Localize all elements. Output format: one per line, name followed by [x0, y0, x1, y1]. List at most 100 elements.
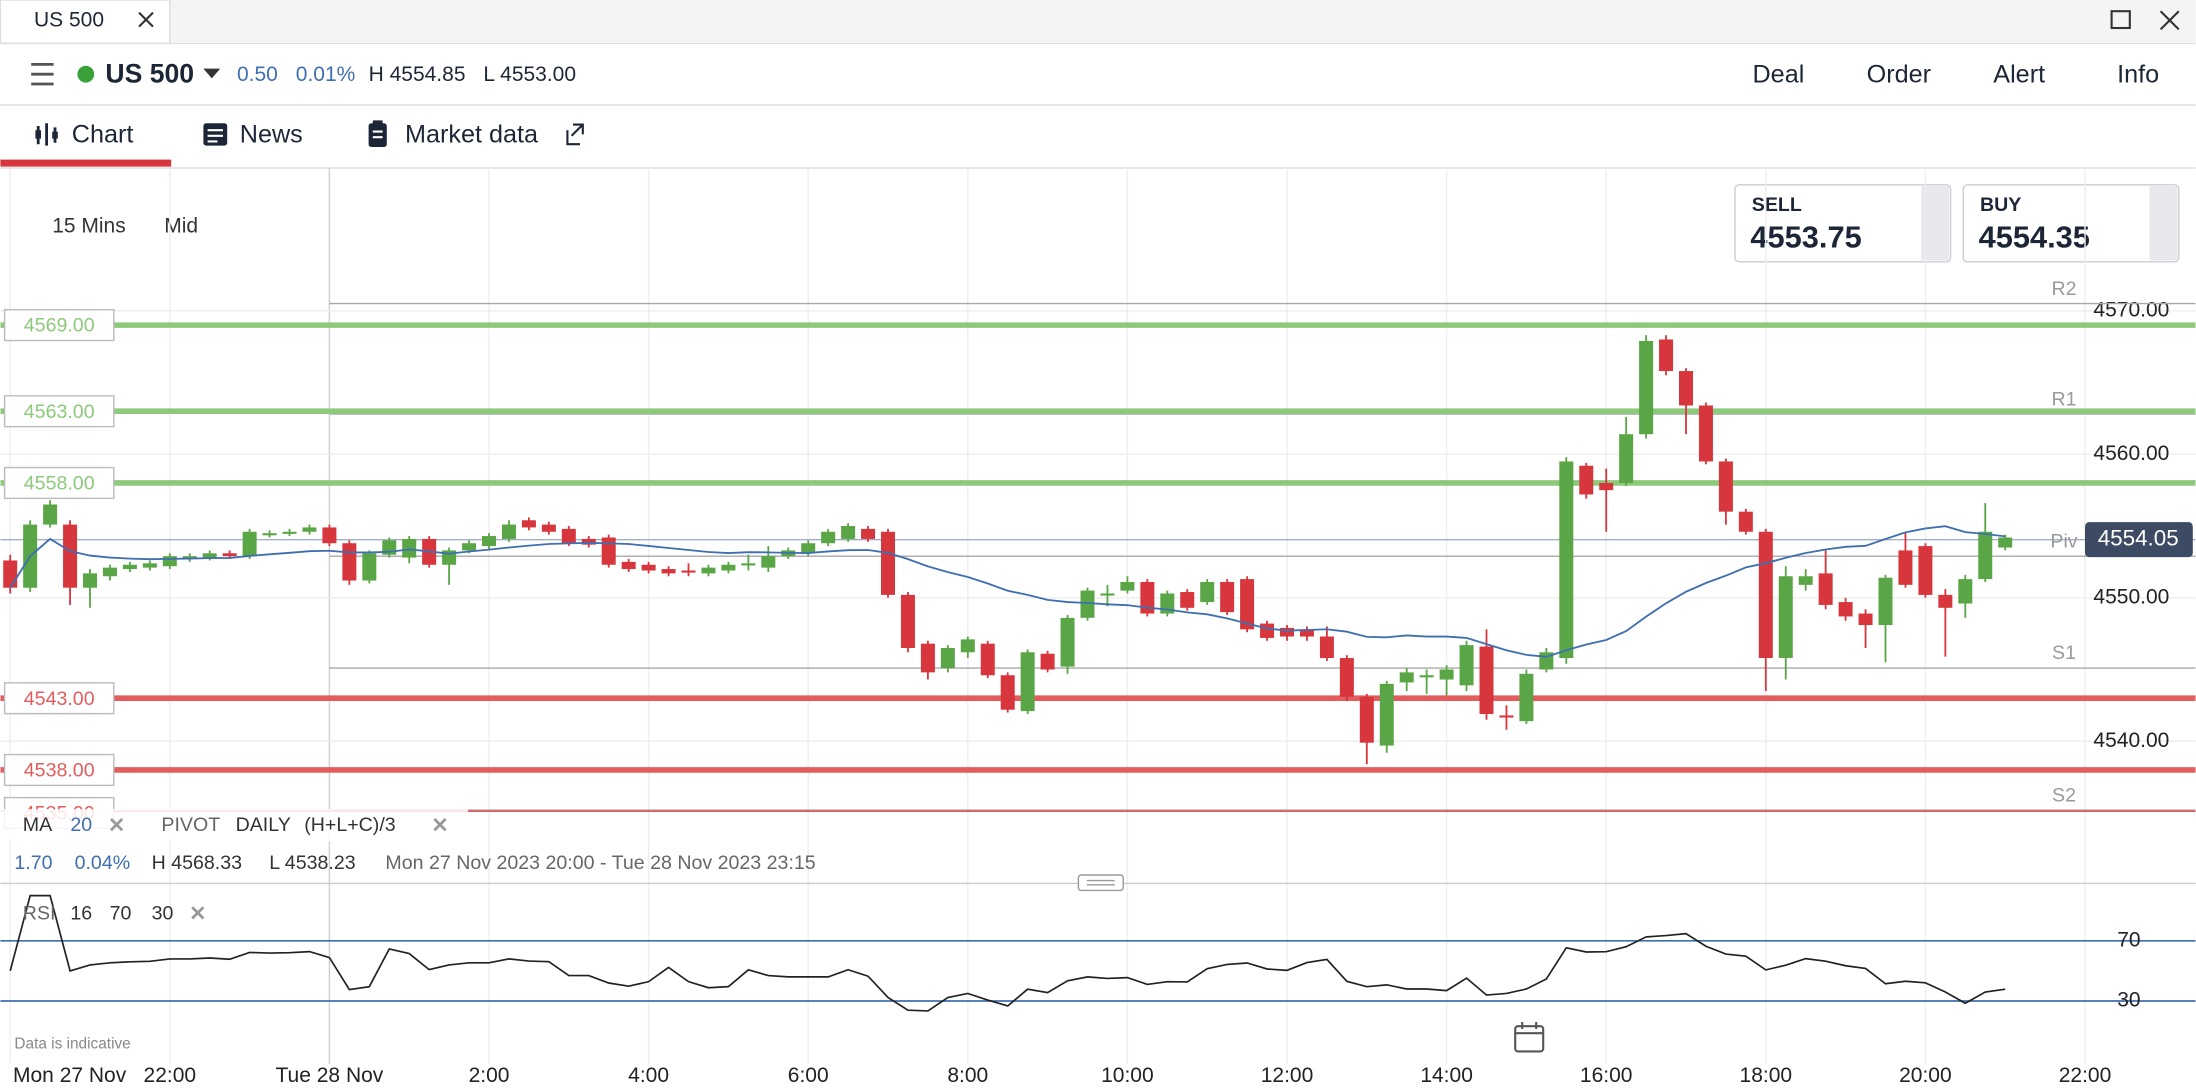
candle: [521, 517, 536, 531]
sell-label: SELL: [1752, 194, 1802, 216]
candle: [980, 640, 995, 679]
candle-body: [501, 524, 516, 539]
candle: [1339, 655, 1354, 702]
candle-body: [1898, 550, 1913, 585]
candle-body: [861, 528, 876, 539]
y-tick-label: 4570.00: [2093, 298, 2169, 321]
news-tab[interactable]: News: [203, 120, 303, 148]
candle: [1140, 579, 1155, 617]
candle-body: [1698, 405, 1713, 462]
candle-body: [1998, 537, 2013, 548]
sell-button[interactable]: SELL 4553.75: [1734, 184, 1952, 263]
rsi-name: RSI: [23, 902, 56, 924]
indicator-legend: MA 20 PIVOT DAILY (H+L+C)/3 1.70 0.04% H…: [0, 809, 816, 874]
buy-button[interactable]: BUY 4554.35: [1962, 184, 2180, 263]
order-button[interactable]: Order: [1867, 60, 1931, 88]
alert-tag[interactable]: 4569.00: [3, 309, 115, 342]
price-tag-box: [2085, 522, 2193, 558]
candle: [182, 553, 197, 562]
candle: [1080, 587, 1095, 621]
candle: [482, 533, 497, 549]
candle-body: [1599, 482, 1614, 491]
info-button[interactable]: Info: [2117, 60, 2159, 88]
alert-label: 4538.00: [24, 760, 95, 782]
range-change: 1.70: [14, 852, 52, 874]
candle: [142, 560, 157, 571]
candle: [102, 564, 117, 581]
alert-label: 4569.00: [24, 315, 95, 337]
interval[interactable]: 15 Mins: [52, 214, 126, 237]
remove-ma[interactable]: [110, 818, 124, 832]
candle-body: [900, 594, 915, 648]
candle-body: [1280, 627, 1295, 637]
rsi-period: 16: [70, 902, 92, 924]
candle-body: [721, 564, 736, 571]
close-window[interactable]: [2159, 10, 2180, 31]
candle-body: [1220, 581, 1235, 613]
candle-body: [881, 531, 896, 595]
price-type[interactable]: Mid: [164, 214, 198, 237]
candle: [641, 561, 656, 574]
candle-body: [960, 639, 975, 653]
candle-body: [1978, 531, 1993, 580]
buy-price: 4554.35: [1979, 220, 2090, 255]
candle-body: [1559, 461, 1574, 659]
alert-tag[interactable]: 4563.00: [3, 395, 115, 428]
candle: [1698, 402, 1713, 465]
candle: [1758, 528, 1773, 692]
candle: [1399, 668, 1414, 692]
rsi-upper: 70: [110, 902, 132, 924]
menu[interactable]: [31, 62, 54, 86]
candle: [1818, 550, 1833, 610]
chart-tab[interactable]: Chart: [35, 120, 133, 148]
maximize[interactable]: [2110, 10, 2131, 30]
candle: [761, 546, 776, 572]
candle-body: [561, 528, 576, 544]
candle-body: [462, 543, 477, 551]
close-tab[interactable]: [138, 11, 154, 28]
alert-label: 4543.00: [24, 688, 95, 710]
candle: [1040, 650, 1055, 673]
x-tick-label: 20:00: [1899, 1064, 1952, 1087]
remove-pivot[interactable]: [433, 818, 447, 832]
candle-body: [541, 524, 556, 532]
candle: [821, 528, 836, 547]
candle-body: [142, 563, 157, 568]
candle-body: [1639, 340, 1654, 435]
panel-resize-handle[interactable]: [1077, 874, 1124, 892]
tab[interactable]: [0, 0, 171, 45]
remove-rsi[interactable]: [191, 906, 205, 920]
deal-button[interactable]: Deal: [1752, 60, 1804, 88]
symbol[interactable]: US 500: [105, 59, 194, 89]
alert-tag-box: [3, 682, 115, 715]
candle-body: [661, 569, 676, 574]
candle: [1419, 669, 1434, 694]
calendar-button[interactable]: [1514, 1021, 1545, 1053]
candle-body: [1459, 645, 1474, 686]
change: 0.50: [237, 63, 278, 86]
market-data-tab[interactable]: Market data: [368, 120, 584, 148]
symbol-dropdown[interactable]: [203, 68, 221, 79]
alert-tag-box: [3, 466, 115, 500]
candle: [1319, 626, 1334, 661]
candle-body: [641, 564, 656, 571]
candle: [1639, 335, 1654, 439]
candle: [681, 563, 696, 577]
candle-body: [302, 527, 317, 532]
candle-body: [1519, 673, 1534, 722]
x-tick-label: Tue 28 Nov: [276, 1064, 384, 1087]
candle-body: [322, 527, 337, 544]
candle: [1559, 457, 1574, 664]
alert-tag[interactable]: 4558.00: [3, 466, 115, 500]
x-tick-label: 6:00: [788, 1064, 829, 1087]
candle-body: [1778, 576, 1793, 659]
candle-body: [162, 556, 177, 567]
rsi-band-label: 30: [2117, 989, 2140, 1012]
alert-button[interactable]: Alert: [1993, 60, 2045, 88]
candle-body: [681, 570, 696, 573]
alert-tag[interactable]: 4543.00: [3, 682, 115, 715]
alert-tag[interactable]: 4538.00: [3, 753, 115, 787]
candle: [1260, 620, 1275, 641]
candle-body: [1080, 590, 1095, 618]
